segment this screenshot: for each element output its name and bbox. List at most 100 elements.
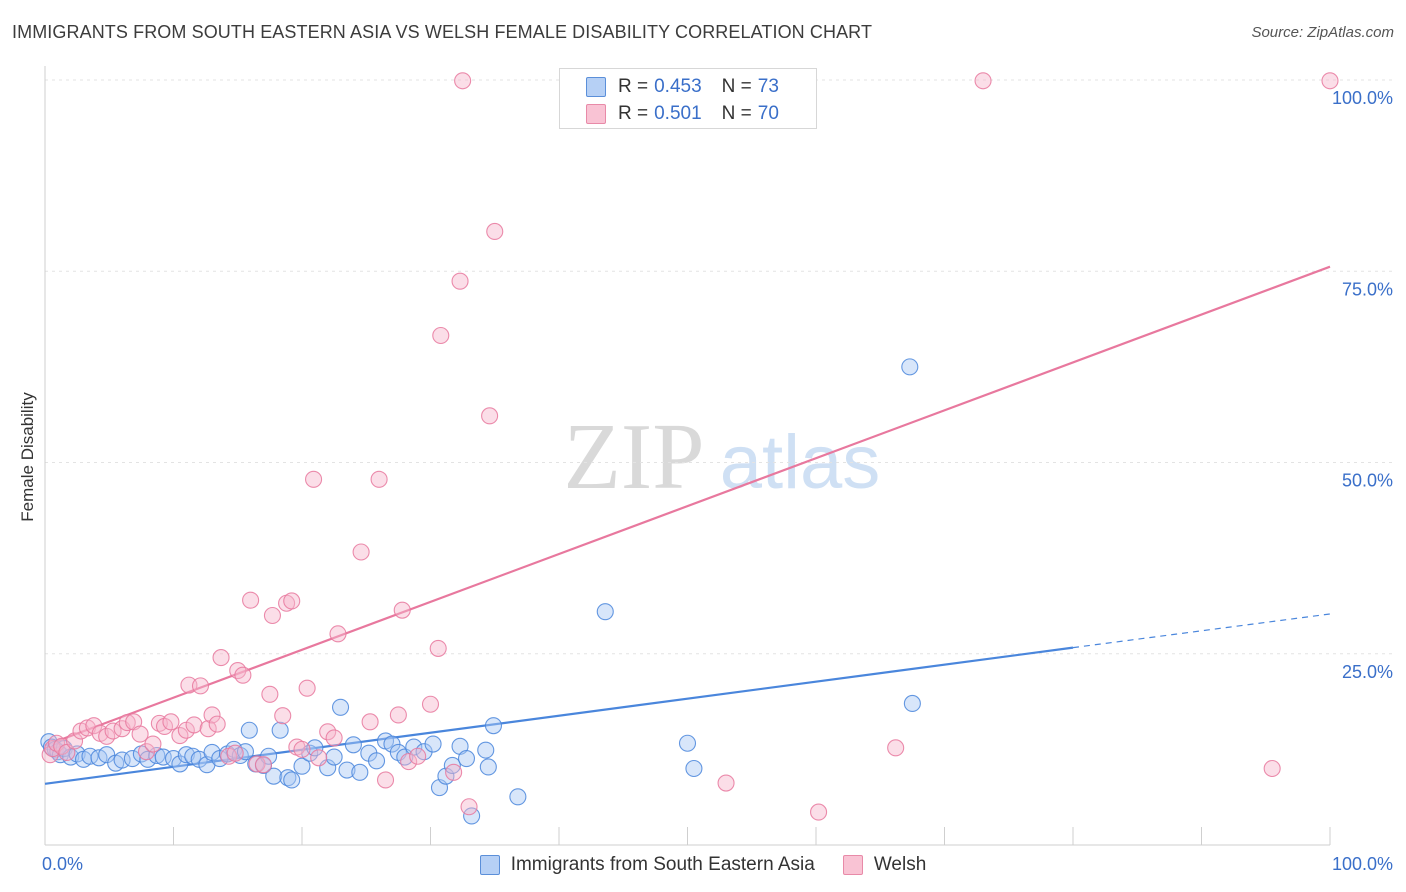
legend-swatch-blue [479,855,500,875]
series-legend: Immigrants from South Eastern Asia Welsh [0,852,1406,878]
point-welsh-33 [234,666,252,684]
point-welsh-68 [810,803,828,821]
trend-line-0 [44,646,1074,785]
point-welsh-56 [400,753,418,771]
point-welsh-20 [162,713,180,731]
point-welsh-34 [242,591,260,609]
point-welsh-25 [191,677,210,695]
point-immigrants-70 [685,759,703,778]
point-welsh-66 [486,222,504,241]
y-tick-label-1: 50.0% [1342,471,1393,491]
point-immigrants-35 [265,767,283,785]
x-tick-label-0: 0.0% [42,854,83,874]
point-immigrants-58 [437,767,455,785]
point-immigrants-41 [306,739,324,757]
point-welsh-41 [283,592,301,610]
legend-n-label: N = [721,103,752,124]
point-immigrants-68 [678,734,697,752]
point-immigrants-67 [596,603,614,621]
point-welsh-67 [717,774,735,792]
point-welsh-54 [389,706,407,724]
legend-item-welsh[interactable]: Welsh [842,854,926,876]
axes [44,66,1331,846]
point-immigrants-56 [424,735,442,753]
point-welsh-13 [118,714,136,732]
point-welsh-7 [78,719,96,737]
legend-r-label: R = [618,103,649,124]
gridlines [45,79,1395,655]
point-immigrants-72 [903,694,921,713]
point-immigrants-36 [271,721,289,739]
point-immigrants-44 [331,698,350,716]
point-welsh-51 [361,713,379,731]
point-immigrants-64 [479,758,497,776]
point-welsh-52 [370,470,388,488]
point-welsh-49 [329,625,347,643]
point-welsh-17 [144,735,162,753]
point-welsh-39 [274,707,292,725]
point-immigrants-51 [383,735,401,753]
legend-item-immigrants[interactable]: Immigrants from South Eastern Asia [479,854,815,876]
point-welsh-62 [451,272,469,290]
point-welsh-43 [293,740,311,758]
point-immigrants-43 [325,748,343,766]
legend-n-value: 70 [757,103,779,124]
point-immigrants-20 [171,755,189,773]
point-welsh-70 [974,72,992,90]
point-welsh-32 [229,662,247,680]
point-welsh-64 [460,798,478,816]
point-welsh-24 [185,716,203,734]
watermark-atlas: atlas [720,420,881,505]
legend-r-label: R = [618,76,649,97]
point-welsh-47 [319,723,337,741]
point-welsh-48 [325,729,343,747]
point-welsh-27 [203,706,221,724]
point-welsh-45 [305,470,323,488]
stats-legend: R = 0.453 N = 73 R = 0.501 N = 70 [559,68,817,129]
point-immigrants-71 [901,358,919,376]
point-welsh-35 [248,755,266,773]
y-tick-label-0: 25.0% [1342,662,1393,682]
legend-n-value: 73 [757,76,779,97]
y-axis-label: Female Disability [18,392,37,522]
point-immigrants-66 [509,788,527,806]
legend-row-blue: R = 0.453 N = 73 [586,75,779,99]
point-welsh-46 [310,749,328,767]
point-immigrants-21 [177,746,195,764]
chart-title: IMMIGRANTS FROM SOUTH EASTERN ASIA VS WE… [12,22,873,42]
point-immigrants-61 [457,750,476,768]
point-welsh-61 [445,763,463,781]
legend-r-value: 0.453 [654,76,702,97]
watermark-zip: ZIP [564,405,705,509]
tick-labels: 25.0% 50.0% 75.0% 100.0% 0.0% 100.0% [42,88,1393,874]
point-welsh-57 [409,747,427,765]
point-welsh-69 [887,739,905,757]
point-welsh-50 [352,543,370,561]
legend-swatch-pink [842,855,863,875]
point-welsh-59 [429,639,447,657]
legend-swatch-blue [586,77,606,97]
legend-label: Immigrants from South Eastern Asia [510,854,815,875]
point-immigrants-47 [351,763,369,781]
point-welsh-26 [199,720,217,738]
point-welsh-63 [454,72,472,90]
point-welsh-65 [481,407,499,425]
point-immigrants-49 [367,752,386,770]
point-welsh-28 [208,715,226,733]
point-welsh-71 [1263,759,1281,778]
point-immigrants-59 [443,756,461,774]
source-credit: Source: ZipAtlas.com [1251,24,1394,41]
y-tick-label-2: 75.0% [1342,279,1393,299]
point-welsh-60 [432,326,450,345]
trend-line-1 [44,265,1331,747]
point-welsh-37 [261,685,279,703]
point-welsh-38 [263,606,281,625]
point-immigrants-39 [293,757,311,775]
point-welsh-53 [376,771,395,789]
y-tick-label-3: 100.0% [1332,88,1393,108]
point-immigrants-38 [283,771,301,789]
x-tick-label-1: 100.0% [1332,854,1393,874]
point-welsh-55 [393,601,411,619]
point-welsh-15 [131,725,149,743]
